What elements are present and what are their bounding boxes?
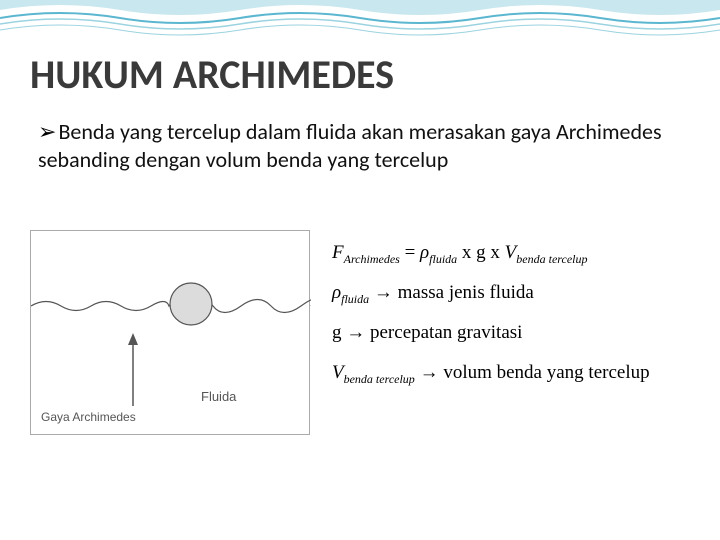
body-text: Benda yang tercelup dalam fluida akan me… <box>38 118 662 173</box>
equations-block: FArchimedes = ρfluida x g x Vbenda terce… <box>332 235 692 395</box>
top-wave-decor <box>0 0 720 40</box>
def-rho: ρ <box>332 282 341 303</box>
def-rho-desc: massa jenis fluida <box>398 282 534 303</box>
definition-rho: ρfluida → massa jenis fluida <box>332 275 692 311</box>
floating-ball <box>170 283 212 325</box>
archimedes-diagram: Gaya Archimedes Fluida <box>30 230 310 435</box>
def-V: V <box>332 362 344 383</box>
eq-rho-sub: fluida <box>429 252 457 266</box>
definition-g: g → percepatan gravitasi <box>332 315 692 351</box>
arrow-icon: → <box>342 322 371 343</box>
eq-rho: ρ <box>420 242 429 263</box>
eq-V: V <box>505 242 517 263</box>
label-fluida: Fluida <box>201 389 237 404</box>
eq-F: F <box>332 242 344 263</box>
slide-title: HUKUM ARCHIMEDES <box>30 50 394 99</box>
equation-main: FArchimedes = ρfluida x g x Vbenda terce… <box>332 235 692 271</box>
eq-equals: = <box>400 242 420 263</box>
label-gaya-archimedes: Gaya Archimedes <box>41 410 136 424</box>
eq-V-sub: benda tercelup <box>516 252 587 266</box>
def-g: g <box>332 322 342 343</box>
definition-V: Vbenda tercelup → volum benda yang terce… <box>332 355 692 391</box>
arrow-icon: → <box>415 362 444 383</box>
eq-xg: x g x <box>457 242 505 263</box>
def-g-desc: percepatan gravitasi <box>370 322 522 343</box>
arrow-icon: → <box>369 282 398 303</box>
body-paragraph: ➢Benda yang tercelup dalam fluida akan m… <box>38 118 680 173</box>
def-rho-sub: fluida <box>341 292 369 306</box>
def-V-desc: volum benda yang tercelup <box>443 362 649 383</box>
eq-F-sub: Archimedes <box>344 252 400 266</box>
def-V-sub: benda tercelup <box>344 372 415 386</box>
force-arrow-head <box>128 333 138 345</box>
bullet-icon: ➢ <box>38 118 56 146</box>
